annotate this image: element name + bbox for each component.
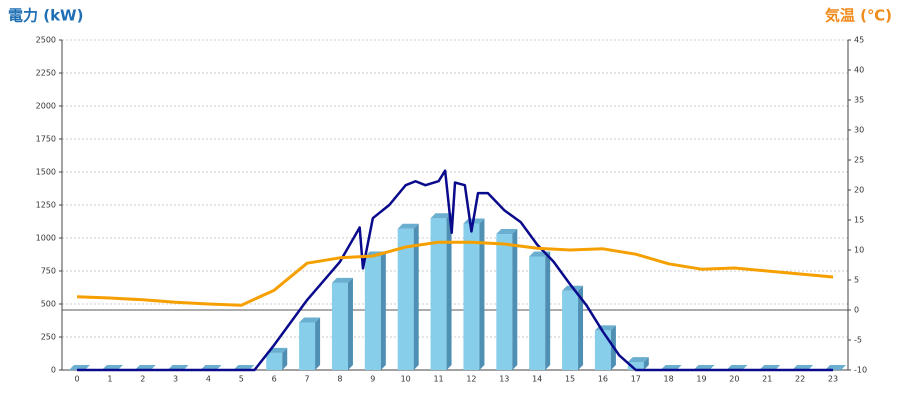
y2-tick-label: 5	[854, 276, 859, 285]
y2-tick-label: 20	[854, 186, 864, 195]
line	[76, 240, 834, 307]
x-tick-label: 15	[565, 375, 575, 384]
y2-tick-label: 0	[854, 306, 859, 315]
y2-tick-label: 45	[854, 36, 864, 45]
y2-tick-label: 30	[854, 126, 864, 135]
y2-tick-label: 15	[854, 216, 864, 225]
x-tick-label: 10	[401, 375, 411, 384]
bar-front	[529, 256, 546, 370]
y2-tick-label: 10	[854, 246, 864, 255]
y-tick-label: 1500	[36, 168, 56, 177]
x-tick-label: 6	[272, 375, 277, 384]
bar-side	[512, 229, 518, 370]
x-tick-label: 0	[74, 375, 79, 384]
x-tick-label: 13	[499, 375, 509, 384]
y2-tick-label: 40	[854, 66, 864, 75]
y-tick-label: 2250	[36, 69, 56, 78]
bar-front	[594, 330, 611, 370]
bar-top	[331, 277, 353, 283]
y2-tick-label: -10	[854, 366, 867, 375]
x-tick-label: 8	[337, 375, 342, 384]
bar-front	[364, 256, 381, 370]
x-tick-label: 5	[239, 375, 244, 384]
bar-top	[299, 317, 321, 323]
y-tick-label: 1750	[36, 135, 56, 144]
bar-top	[397, 223, 419, 229]
bar-top	[627, 357, 649, 363]
x-tick-label: 7	[305, 375, 310, 384]
bar-front	[331, 282, 348, 370]
bar	[364, 251, 386, 370]
bar	[299, 317, 321, 370]
bar-top	[496, 229, 518, 235]
bar-side	[413, 223, 419, 370]
y-tick-label: 0	[51, 366, 56, 375]
y-tick-label: 750	[41, 267, 56, 276]
bar-side	[315, 317, 321, 370]
bar-side	[643, 357, 649, 370]
bar-side	[282, 347, 288, 370]
x-tick-label: 2	[140, 375, 145, 384]
x-tick-label: 21	[762, 375, 772, 384]
bar-front	[496, 234, 513, 370]
x-tick-label: 9	[370, 375, 375, 384]
bar	[397, 223, 419, 370]
x-tick-label: 11	[433, 375, 443, 384]
x-tick-label: 16	[598, 375, 608, 384]
x-tick-label: 19	[696, 375, 706, 384]
bar-front	[266, 352, 283, 370]
x-tick-label: 4	[206, 375, 211, 384]
bar-front	[430, 218, 447, 370]
x-tick-label: 17	[631, 375, 641, 384]
line	[77, 169, 833, 372]
x-tick-label: 22	[795, 375, 805, 384]
x-tick-label: 3	[173, 375, 178, 384]
bar-front	[562, 290, 579, 370]
bar-front	[463, 223, 480, 370]
x-tick-label: 12	[466, 375, 476, 384]
bar-front	[397, 228, 414, 370]
y-tick-label: 2500	[36, 36, 56, 45]
bar-side	[545, 251, 551, 370]
y-tick-label: 2000	[36, 102, 56, 111]
bar	[562, 285, 584, 370]
bar-side	[446, 213, 452, 370]
bar-top	[430, 213, 452, 219]
y-tick-label: 500	[41, 300, 56, 309]
y2-tick-label: -5	[854, 336, 862, 345]
x-tick-label: 1	[107, 375, 112, 384]
y-tick-label: 1250	[36, 201, 56, 210]
bar-front	[299, 322, 316, 370]
y2-tick-label: 35	[854, 96, 864, 105]
bar-side	[578, 285, 584, 370]
bar	[529, 251, 551, 370]
y-tick-label: 250	[41, 333, 56, 342]
x-tick-label: 20	[729, 375, 739, 384]
bar	[627, 357, 649, 370]
x-tick-label: 18	[664, 375, 674, 384]
y2-title: 気温 (℃)	[825, 7, 892, 25]
bar-side	[380, 251, 386, 370]
bar	[331, 277, 353, 370]
x-tick-label: 23	[828, 375, 838, 384]
bar-front	[627, 362, 644, 370]
x-tick-label: 14	[532, 375, 542, 384]
bar-side	[479, 218, 485, 370]
bar-side	[347, 277, 353, 370]
bar	[430, 213, 452, 370]
y-title: 電力 (kW)	[8, 7, 83, 25]
bar	[463, 218, 485, 370]
bar	[496, 229, 518, 370]
y-tick-label: 1000	[36, 234, 56, 243]
y2-tick-label: 25	[854, 156, 864, 165]
